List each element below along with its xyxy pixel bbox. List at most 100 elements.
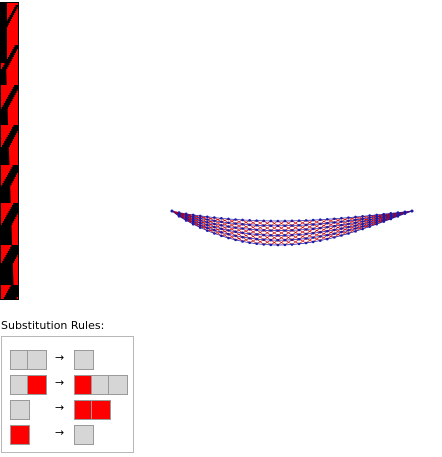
evolution-row bbox=[1, 49, 18, 51]
evolution-black-cell bbox=[2, 261, 14, 263]
network-node bbox=[220, 234, 223, 238]
evolution-black-cell bbox=[8, 173, 17, 175]
network-edge bbox=[235, 223, 243, 228]
network-edge bbox=[305, 228, 314, 235]
network-node bbox=[347, 222, 350, 226]
network-edge bbox=[320, 222, 328, 229]
network-node bbox=[297, 242, 301, 246]
network-node bbox=[170, 209, 174, 213]
network-node bbox=[213, 225, 216, 229]
evolution-black-cell bbox=[6, 293, 18, 295]
evolution-black-cell bbox=[4, 219, 15, 221]
evolution-row bbox=[1, 87, 18, 89]
evolution-black-cell bbox=[13, 9, 17, 11]
network-node bbox=[361, 225, 364, 228]
network-node bbox=[283, 219, 287, 223]
evolution-black-cell bbox=[13, 47, 18, 49]
network-edge bbox=[320, 230, 328, 237]
evolution-black-cell bbox=[12, 87, 18, 89]
evolution-black-cell bbox=[1, 163, 10, 165]
evolution-black-cell bbox=[8, 95, 15, 97]
evolution-black-cell bbox=[1, 149, 9, 151]
network-node bbox=[248, 232, 251, 236]
evolution-row bbox=[1, 83, 18, 85]
network-node bbox=[410, 209, 414, 213]
evolution-row bbox=[1, 125, 18, 127]
network-node bbox=[234, 230, 237, 234]
evolution-black-cell bbox=[1, 225, 12, 227]
network-node bbox=[304, 223, 308, 227]
network-node bbox=[368, 223, 371, 226]
evolution-black-cell bbox=[2, 105, 10, 107]
network-node bbox=[283, 243, 287, 247]
network-edge bbox=[334, 217, 342, 223]
evolution-black-cell bbox=[9, 131, 18, 133]
network-node bbox=[255, 237, 259, 241]
evolution-black-cell bbox=[1, 237, 12, 239]
evolution-row bbox=[1, 207, 18, 209]
evolution-black-cell bbox=[1, 231, 12, 233]
evolution-row bbox=[1, 13, 18, 15]
network-node bbox=[213, 232, 216, 235]
network-node bbox=[375, 222, 379, 226]
evolution-row bbox=[1, 41, 18, 43]
network-edge bbox=[298, 224, 307, 231]
network-node bbox=[177, 215, 181, 218]
network-node bbox=[205, 226, 209, 230]
evolution-black-cell bbox=[1, 185, 11, 187]
evolution-row bbox=[1, 77, 18, 79]
network-edge bbox=[362, 217, 370, 222]
evolution-black-cell bbox=[1, 81, 7, 83]
network-node bbox=[283, 224, 287, 228]
evolution-row bbox=[1, 39, 18, 41]
evolution-row bbox=[1, 113, 18, 115]
network-edge bbox=[341, 230, 349, 236]
evolution-black-cell bbox=[2, 145, 10, 147]
evolution-black-cell bbox=[4, 101, 12, 103]
evolution-black-cell bbox=[1, 275, 14, 277]
network-node bbox=[389, 217, 393, 221]
network-node bbox=[318, 226, 322, 230]
evolution-row bbox=[1, 37, 18, 39]
evolution-black-cell bbox=[1, 123, 9, 125]
evolution-black-cell bbox=[1, 229, 12, 231]
evolution-black-cell bbox=[9, 93, 16, 95]
network-edge bbox=[249, 220, 257, 226]
evolution-black-cell bbox=[14, 85, 18, 87]
evolution-black-cell bbox=[5, 217, 16, 219]
network-edge bbox=[334, 231, 342, 238]
network-edge bbox=[235, 219, 243, 224]
network-edge bbox=[178, 216, 187, 221]
network-edge bbox=[242, 224, 250, 229]
evolution-black-cell bbox=[9, 55, 14, 57]
evolution-black-cell bbox=[3, 181, 13, 183]
evolution-row bbox=[1, 25, 18, 27]
network-node bbox=[368, 218, 371, 222]
network-node bbox=[325, 221, 329, 225]
evolution-row bbox=[1, 287, 18, 289]
evolution-black-cell bbox=[1, 77, 7, 79]
substitution-rules-title: Substitution Rules: bbox=[1, 319, 105, 332]
network-edge bbox=[355, 221, 363, 226]
evolution-black-cell bbox=[1, 265, 13, 267]
network-node bbox=[184, 219, 188, 222]
network-node bbox=[198, 221, 202, 225]
evolution-black-cell bbox=[1, 189, 11, 191]
rule-arrow-icon: → bbox=[55, 351, 65, 364]
evolution-row bbox=[1, 11, 18, 13]
evolution-row bbox=[1, 15, 18, 17]
network-node bbox=[198, 216, 202, 220]
evolution-black-cell bbox=[1, 75, 7, 77]
network-node bbox=[255, 219, 259, 222]
evolution-black-cell bbox=[1, 279, 14, 281]
network-node bbox=[311, 236, 315, 239]
evolution-black-cell bbox=[1, 273, 14, 275]
evolution-black-cell bbox=[11, 205, 18, 207]
network-edge bbox=[312, 236, 321, 243]
network-node bbox=[375, 220, 379, 224]
network-node bbox=[227, 229, 230, 232]
network-edge bbox=[263, 234, 272, 241]
evolution-black-cell bbox=[1, 117, 8, 119]
evolution-black-cell bbox=[11, 245, 18, 247]
network-node bbox=[227, 236, 230, 240]
